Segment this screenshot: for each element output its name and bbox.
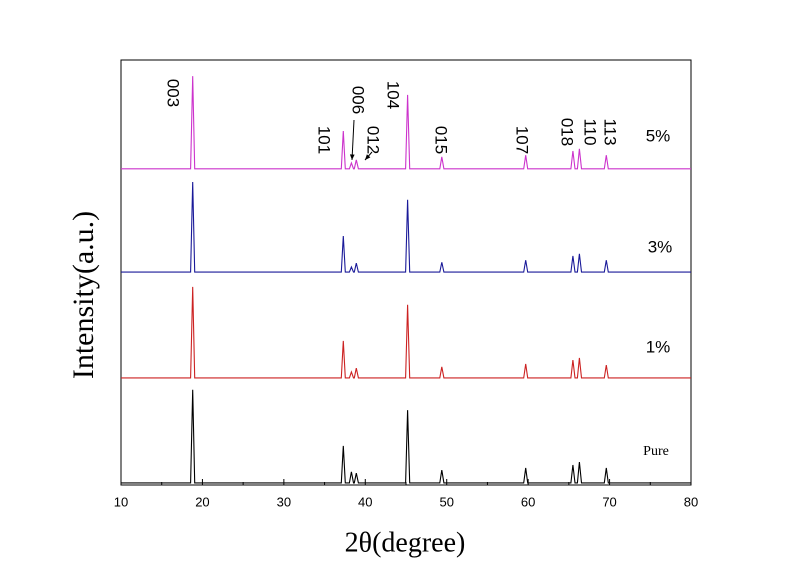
- x-tick-label: 30: [277, 494, 291, 509]
- arrow-line: [351, 119, 355, 161]
- x-tick-label: 50: [439, 494, 453, 509]
- peak-label: 110: [581, 118, 600, 145]
- x-tick-label: 60: [521, 494, 535, 509]
- arrow-head: [349, 154, 355, 160]
- peak-label: 113: [601, 118, 620, 145]
- x-axis-label: 2θ(degree): [345, 527, 466, 558]
- peak-label: 018: [558, 118, 577, 146]
- series-label: 5%: [646, 126, 671, 145]
- x-tick-label: 40: [358, 494, 372, 509]
- peak-label: 012: [364, 126, 383, 154]
- peak-label: 107: [513, 126, 532, 154]
- peak-label: 003: [164, 79, 183, 107]
- peak-label: 015: [432, 126, 451, 154]
- xrd-pattern: [121, 181, 691, 273]
- xrd-pattern: [121, 76, 691, 170]
- xrd-pattern: [121, 286, 691, 379]
- series-label: 3%: [648, 237, 673, 256]
- x-tick-label: 80: [684, 494, 698, 509]
- peak-label: 104: [384, 81, 403, 109]
- x-tick-label: 10: [114, 494, 128, 509]
- x-tick-label: 70: [602, 494, 616, 509]
- x-tick-label: 20: [195, 494, 209, 509]
- peak-label: 006: [349, 86, 368, 114]
- xrd-pattern: [121, 389, 691, 484]
- series-label: 1%: [646, 337, 671, 356]
- y-axis-label: Intensity(a.u.): [67, 211, 100, 379]
- arrow-head: [365, 154, 371, 160]
- series-label: Pure: [643, 444, 669, 459]
- peak-label: 101: [315, 126, 334, 154]
